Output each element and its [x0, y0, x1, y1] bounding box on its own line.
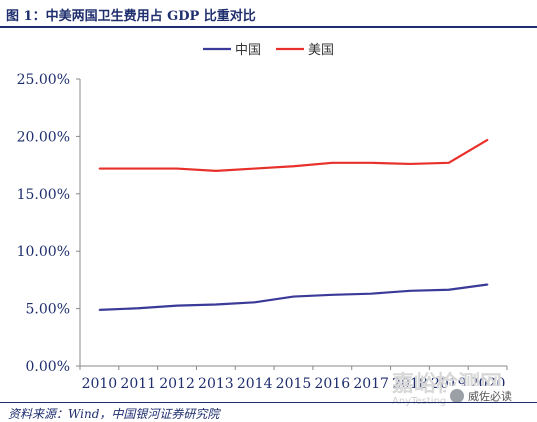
x-tick-label: 2016: [314, 376, 350, 392]
y-tick-label: 25.00%: [17, 72, 70, 88]
title-divider: [0, 26, 537, 28]
figure-title: 图 1：中美两国卫生费用占 GDP 比重对比: [6, 9, 256, 24]
wechat-icon: [450, 389, 464, 403]
y-tick-label: 15.00%: [17, 187, 70, 203]
data-point: [292, 165, 295, 168]
data-point: [253, 167, 256, 170]
data-point: [409, 163, 411, 165]
legend-label: 中国: [235, 43, 261, 58]
x-tick-label: 2014: [237, 376, 273, 392]
x-tick-label: 2018: [392, 376, 428, 392]
data-point: [486, 139, 489, 141]
data-point: [292, 295, 295, 298]
badge-text: 威佐必读: [468, 390, 512, 403]
data-point: [409, 290, 411, 292]
x-tick-label: 2017: [353, 376, 389, 392]
y-tick-label: 5.00%: [26, 302, 70, 318]
y-tick-label: 10.00%: [17, 244, 70, 260]
data-point: [98, 309, 101, 311]
source-note: 资料来源：Wind，中国银河证券研究院: [8, 407, 220, 421]
watermark-url: AnyTesting.com: [392, 396, 471, 407]
data-point: [331, 294, 334, 296]
data-point: [137, 307, 140, 310]
data-point: [370, 292, 372, 295]
x-tick-label: 2011: [120, 376, 156, 392]
data-point: [98, 167, 101, 170]
data-point: [215, 303, 217, 306]
data-point: [331, 162, 334, 164]
data-point: [176, 304, 178, 307]
wechat-badge: 威佐必读: [446, 386, 532, 406]
x-tick-label: 2015: [276, 376, 312, 392]
x-tick-label: 2010: [82, 376, 118, 392]
data-point: [447, 288, 450, 291]
y-tick-label: 20.00%: [17, 129, 70, 145]
data-point: [137, 167, 140, 170]
data-point: [253, 301, 256, 304]
data-point: [447, 162, 450, 164]
data-point: [370, 162, 372, 164]
x-tick-label: 2012: [159, 376, 195, 392]
y-tick-label: 0.00%: [26, 359, 70, 375]
x-tick-label: 2013: [198, 376, 234, 392]
legend-label: 美国: [308, 43, 334, 58]
source-divider: [0, 402, 537, 403]
data-point: [486, 283, 489, 286]
data-point: [176, 167, 178, 170]
data-point: [215, 170, 217, 172]
